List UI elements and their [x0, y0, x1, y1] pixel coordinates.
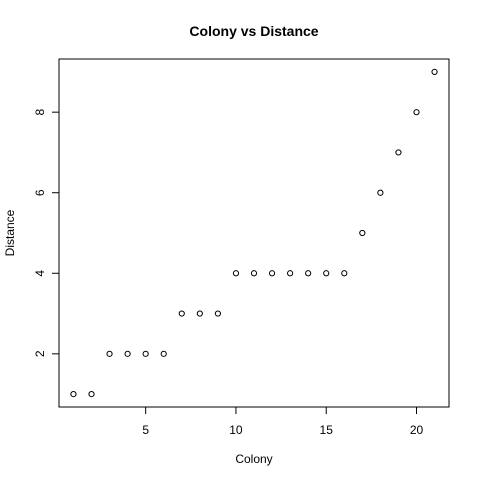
y-tick-label: 8	[33, 109, 47, 116]
data-point	[269, 271, 274, 276]
y-tick-label: 6	[33, 189, 47, 196]
x-tick-label: 5	[142, 423, 149, 437]
x-tick-label: 10	[229, 423, 243, 437]
data-point	[179, 311, 184, 316]
data-point	[324, 271, 329, 276]
data-point	[215, 311, 220, 316]
data-point	[306, 271, 311, 276]
data-point	[197, 311, 202, 316]
chart-title: Colony vs Distance	[189, 23, 318, 39]
y-axis: 2 4 6 8	[33, 109, 59, 358]
data-point	[342, 271, 347, 276]
data-point	[378, 190, 383, 195]
data-point	[71, 392, 76, 397]
y-tick-label: 2	[33, 350, 47, 357]
data-point	[432, 69, 437, 74]
x-tick-label: 20	[410, 423, 424, 437]
data-points	[71, 69, 437, 396]
data-point	[396, 150, 401, 155]
data-point	[360, 230, 365, 235]
x-tick-label: 15	[320, 423, 334, 437]
data-point	[233, 271, 238, 276]
data-point	[89, 392, 94, 397]
x-axis: 5 10 15 20	[142, 407, 423, 437]
data-point	[251, 271, 256, 276]
data-point	[288, 271, 293, 276]
plot-area-frame	[59, 59, 449, 407]
data-point	[161, 351, 166, 356]
x-axis-label: Colony	[235, 452, 272, 466]
data-point	[143, 351, 148, 356]
y-axis-label: Distance	[3, 209, 17, 256]
data-point	[414, 110, 419, 115]
data-point	[107, 351, 112, 356]
data-point	[125, 351, 130, 356]
y-tick-label: 4	[33, 270, 47, 277]
